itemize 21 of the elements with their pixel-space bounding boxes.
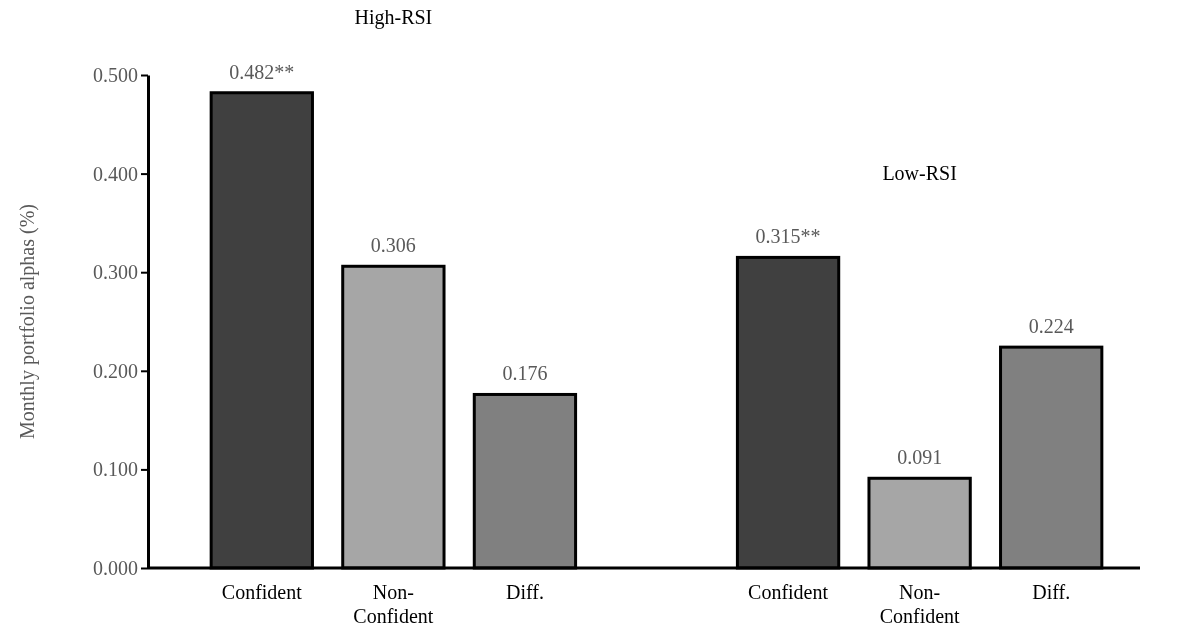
data-label: 0.306 [370,234,416,257]
y-tick-label: 0.500 [93,63,138,86]
data-label: 0.091 [897,446,943,469]
y-tick-label: 0.200 [93,359,138,382]
y-tick-label: 0.400 [93,162,138,185]
x-tick-label: Diff. [1032,581,1071,603]
data-label: 0.482** [229,60,295,83]
x-tick-label: Confident [221,581,303,603]
x-tick-label: Non-Confident [879,581,961,627]
y-axis-title: Monthly portfolio alphas (%) [16,204,39,439]
data-label: 0.315** [755,225,821,248]
x-tick-label: Non-Confident [353,581,434,627]
x-tick-label: Diff. [505,581,544,603]
x-tick-label: Confident [748,581,829,603]
data-label: 0.224 [1028,315,1074,338]
annotation: Low-RSI [882,161,957,184]
data-label: 0.176 [502,362,548,385]
y-tick-label: 0.300 [93,261,138,284]
y-tick-label: 0.100 [93,458,138,481]
text: High-RSI [354,6,433,29]
y-tick-label: 0.000 [93,556,138,579]
